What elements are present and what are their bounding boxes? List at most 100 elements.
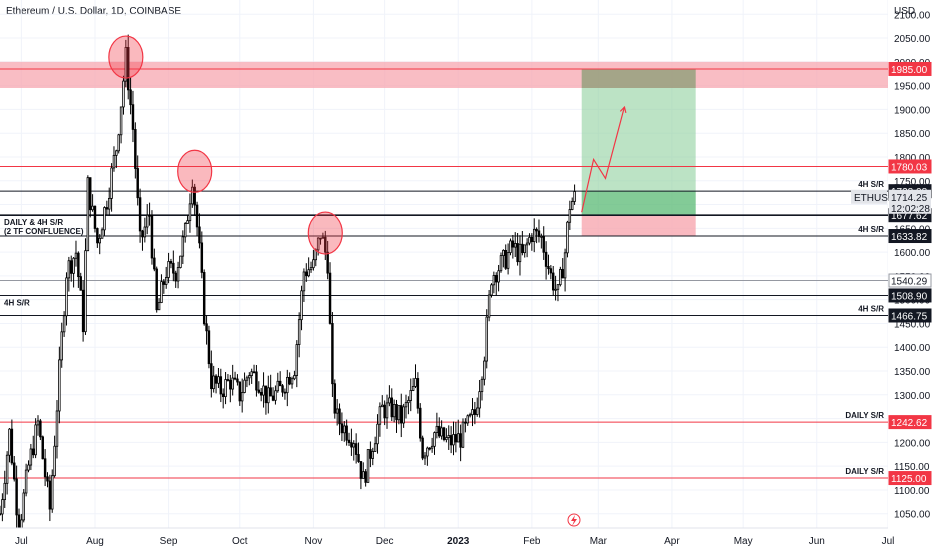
candle-body	[217, 376, 220, 384]
candle	[141, 229, 144, 251]
candle-body	[169, 261, 173, 264]
symbol-tag: ETHUSD	[854, 193, 895, 204]
lightning-icon[interactable]	[567, 513, 581, 527]
price-tag-bg	[888, 229, 932, 244]
candle	[60, 322, 63, 368]
candle-body	[148, 214, 151, 217]
candle-body	[48, 480, 52, 510]
candle-body	[3, 482, 6, 501]
candle-body	[343, 425, 346, 434]
candle	[411, 377, 415, 392]
candle-body	[397, 405, 401, 421]
candle-body	[497, 270, 500, 283]
time-tick-label: May	[734, 536, 753, 547]
candle	[364, 469, 367, 487]
price-axis-unit: USD	[894, 6, 915, 17]
candle-body	[283, 391, 287, 394]
candle-body	[504, 249, 507, 269]
candle	[293, 370, 296, 381]
candle-body	[93, 205, 97, 229]
price-axis[interactable]: USD2050.002000.001950.001900.001850.0018…	[851, 0, 932, 550]
price-tick-label: 1800.00	[894, 153, 931, 164]
candle	[231, 364, 234, 396]
candle	[271, 387, 275, 402]
candle-body	[476, 407, 479, 415]
time-tick-label: Feb	[523, 536, 541, 547]
price-tag-text: 1540.29	[891, 277, 928, 288]
candle	[416, 372, 420, 414]
candle-body	[67, 260, 71, 279]
candle	[419, 403, 422, 442]
candle	[183, 222, 187, 243]
candle	[252, 364, 256, 374]
candle-body	[91, 205, 94, 211]
level-label: 4H S/R	[858, 225, 884, 234]
price-tick-label: 1100.00	[894, 486, 930, 497]
candle-body	[245, 377, 249, 381]
candle	[335, 399, 339, 426]
candle-body	[350, 442, 353, 448]
candle-body	[278, 380, 282, 387]
candle	[516, 233, 519, 266]
candle	[523, 244, 526, 258]
candle-body	[46, 476, 49, 482]
candle	[259, 387, 263, 402]
candle-body	[312, 259, 315, 269]
candle-body	[433, 432, 436, 447]
candle	[464, 418, 467, 433]
price-tag-text: 1780.03	[891, 162, 928, 173]
candle	[51, 469, 54, 513]
candle	[300, 285, 303, 331]
candle-body	[416, 378, 420, 409]
candle	[521, 230, 524, 256]
candle-body	[8, 428, 11, 456]
candle-body	[511, 240, 515, 248]
annotations	[108, 35, 627, 255]
candle-body	[229, 379, 232, 390]
candle	[404, 394, 408, 419]
candle	[461, 418, 465, 449]
candle-body	[369, 449, 372, 459]
candle-body	[262, 385, 265, 396]
candle	[559, 266, 562, 287]
candle-body	[352, 443, 356, 448]
candle-body	[250, 371, 253, 376]
candle-body	[240, 392, 244, 402]
candle-body	[331, 323, 334, 385]
candle-body	[295, 344, 299, 376]
candle	[499, 252, 503, 273]
time-tick-label: Apr	[664, 536, 680, 547]
price-tag-bg	[888, 159, 932, 174]
candle	[568, 200, 572, 231]
candle	[5, 451, 9, 495]
candle-body	[513, 243, 517, 248]
candle-body	[378, 406, 382, 425]
candle-body	[359, 461, 363, 479]
candle-body	[407, 400, 410, 404]
candle	[79, 272, 82, 291]
candle	[283, 388, 287, 400]
candle	[188, 193, 192, 233]
candle	[388, 385, 391, 407]
candle-body	[60, 331, 63, 361]
candle-body	[198, 226, 201, 244]
candle-body	[53, 445, 56, 477]
candle	[561, 258, 564, 279]
candle-body	[478, 391, 481, 409]
candle-body	[385, 402, 389, 419]
time-axis[interactable]: Jul Aug Sep Oct Nov Dec 2023 Feb Mar Apr May Jun Jul	[0, 513, 932, 550]
price-tick-label: 1050.00	[894, 510, 931, 521]
candle	[81, 280, 85, 342]
candle-body	[281, 385, 284, 393]
candle	[440, 420, 443, 440]
price-tick-label: 1350.00	[894, 367, 931, 378]
candle-body	[115, 150, 118, 156]
candle	[414, 364, 417, 389]
candle	[566, 220, 569, 258]
candle	[535, 227, 538, 244]
candle	[385, 394, 389, 429]
price-tag-text: 1125.00	[891, 474, 927, 485]
candle	[288, 372, 291, 386]
candle-body	[162, 281, 166, 285]
